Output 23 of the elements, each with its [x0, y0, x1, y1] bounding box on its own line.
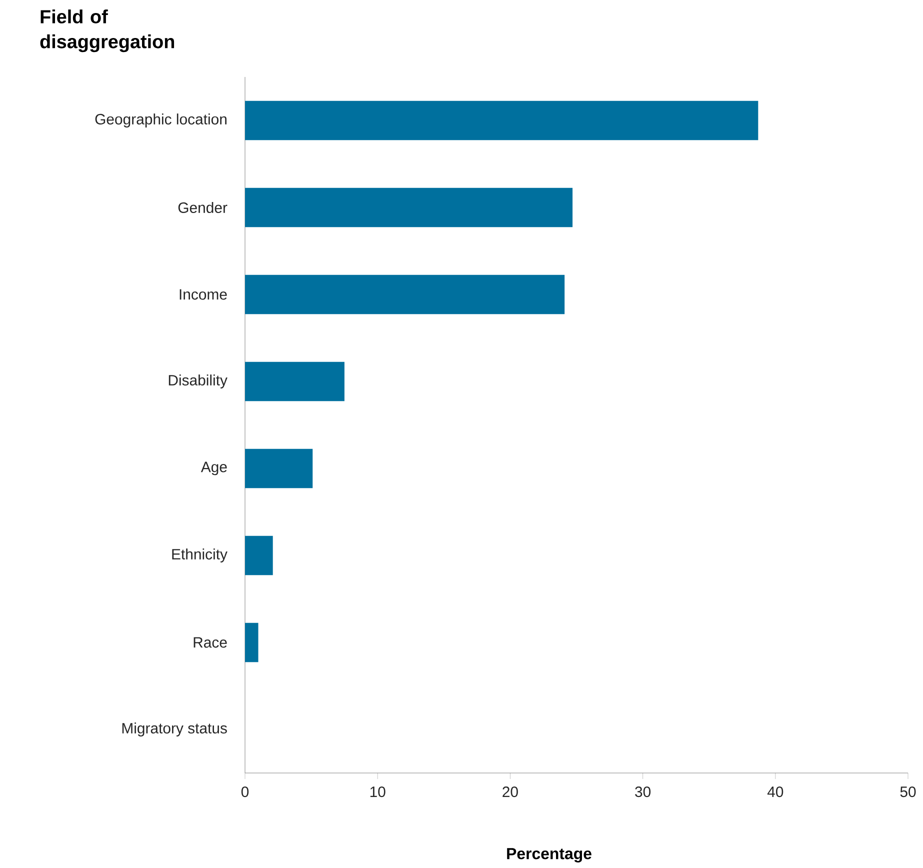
- bar: [245, 188, 573, 228]
- y-axis-title: Field of disaggregation: [40, 10, 174, 52]
- x-tick-label: 40: [767, 786, 784, 798]
- bar: [245, 100, 758, 140]
- y-tick-label: Race: [194, 637, 227, 648]
- y-tick-label: Age: [200, 462, 227, 476]
- y-tick-label: Income: [180, 289, 227, 300]
- x-tick-label: 0: [241, 786, 249, 798]
- y-tick-label: Geographic location: [95, 114, 226, 128]
- x-tick-label: 10: [370, 786, 386, 798]
- y-tick-label: Ethnicity: [172, 548, 228, 562]
- bar: [245, 536, 273, 576]
- bar: [245, 448, 313, 488]
- y-tick-label: Disability: [168, 374, 228, 388]
- x-tick-label: 50: [900, 786, 916, 798]
- y-tick-label: Migratory status: [122, 722, 227, 736]
- x-tick-label: 20: [502, 786, 518, 798]
- bar: [245, 622, 258, 662]
- bar: [245, 274, 565, 314]
- y-tick-label: Gender: [178, 202, 228, 213]
- x-tick-label: 30: [635, 786, 651, 798]
- x-axis-title: Percentage: [507, 848, 592, 862]
- bar: [245, 362, 344, 402]
